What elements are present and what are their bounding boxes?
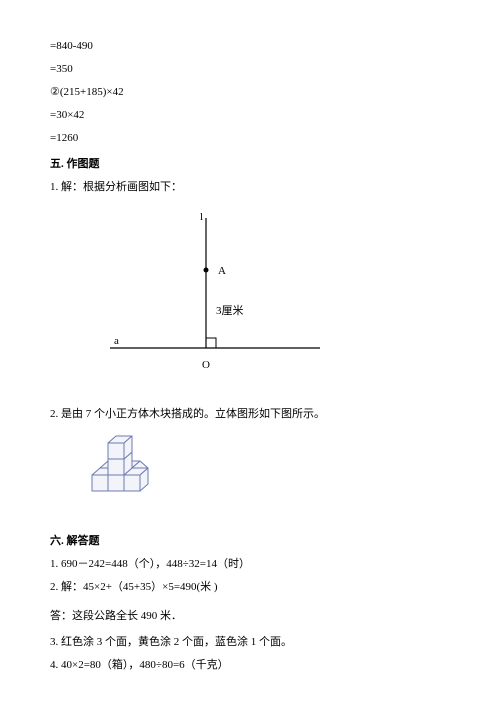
section6-l1: 1. 690－242=448（个），448÷32=14（时） <box>50 554 450 575</box>
section5-title: 五. 作图题 <box>50 154 450 175</box>
calc-line: =840-490 <box>50 36 450 57</box>
fig1-label-len: 3厘米 <box>216 304 244 317</box>
calc-line: =1260 <box>50 128 450 149</box>
section6-title: 六. 解答题 <box>50 531 450 552</box>
section5-q2: 2. 是由 7 个小正方体木块搭成的。立体图形如下图所示。 <box>50 404 450 425</box>
calc-line: =350 <box>50 59 450 80</box>
fig1-label-a: a <box>114 335 119 347</box>
fig1-label-l: l <box>200 211 203 223</box>
section6-l3: 答：这段公路全长 490 米． <box>50 606 450 627</box>
fig1-label-A: A <box>218 265 226 277</box>
section6-l2: 2. 解：45×2+（45+35）×5=490(米 ) <box>50 577 450 598</box>
section6-l5: 4. 40×2=80（箱），480÷80=6（千克） <box>50 655 450 676</box>
section6-l4: 3. 红色涂 3 个面，黄色涂 2 个面，蓝色涂 1 个面。 <box>50 632 450 653</box>
figure-perpendicular: l A 3厘米 a O <box>110 210 450 388</box>
calc-line: =30×42 <box>50 105 450 126</box>
fig1-label-O: O <box>202 359 210 371</box>
calc-line: ②(215+185)×42 <box>50 82 450 103</box>
section5-q1: 1. 解：根据分析画图如下： <box>50 177 450 198</box>
figure-cubes <box>86 435 450 513</box>
